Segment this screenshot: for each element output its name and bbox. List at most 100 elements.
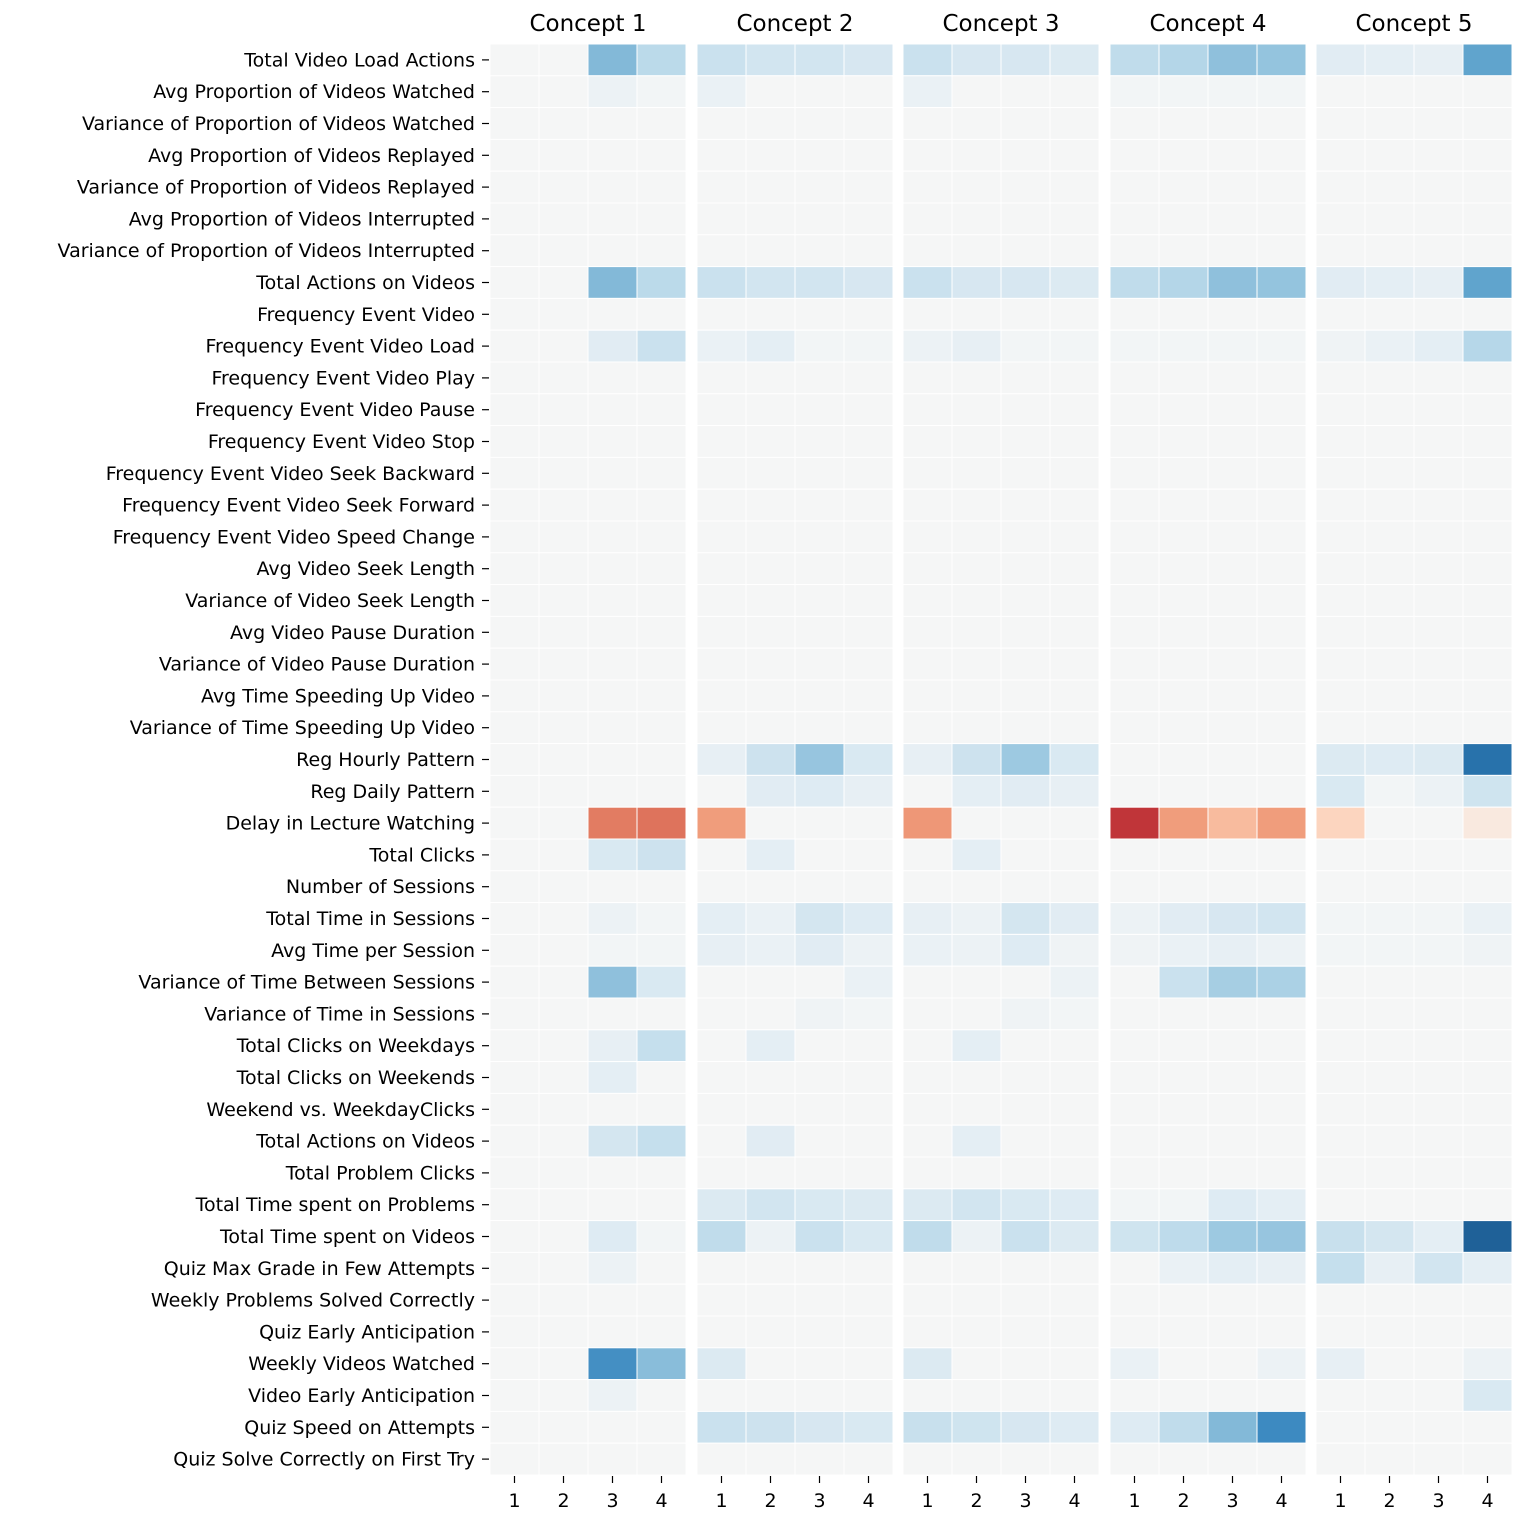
heatmap-cell bbox=[843, 679, 894, 713]
heatmap-cell bbox=[794, 647, 845, 681]
heatmap-cell bbox=[1109, 43, 1160, 77]
heatmap-cell bbox=[745, 933, 796, 967]
heatmap-cell bbox=[1049, 75, 1100, 109]
heatmap-cell bbox=[902, 1283, 953, 1317]
heatmap-cell bbox=[843, 1347, 894, 1381]
heatmap-cell bbox=[951, 1156, 1002, 1190]
heatmap-cell bbox=[636, 234, 687, 268]
heatmap-cell bbox=[1364, 870, 1415, 904]
heatmap-cell bbox=[951, 1124, 1002, 1158]
heatmap-cell bbox=[902, 1410, 953, 1444]
heatmap-cell bbox=[1158, 552, 1209, 586]
heatmap-cell bbox=[1315, 1410, 1366, 1444]
heatmap-cell bbox=[489, 520, 540, 554]
heatmap-cell bbox=[843, 1251, 894, 1285]
heatmap-cell bbox=[794, 965, 845, 999]
heatmap-cell bbox=[587, 679, 638, 713]
heatmap-cell bbox=[1462, 297, 1513, 331]
heatmap-cell bbox=[636, 1442, 687, 1476]
heatmap-cell bbox=[794, 679, 845, 713]
heatmap-cell bbox=[1315, 1188, 1366, 1222]
y-tick-label: Total Clicks bbox=[368, 844, 475, 866]
heatmap-cell bbox=[1109, 329, 1160, 363]
heatmap-cell bbox=[538, 266, 589, 299]
x-tick-label: 1 bbox=[1128, 1490, 1140, 1512]
heatmap-cell bbox=[1109, 1188, 1160, 1222]
heatmap-cell bbox=[902, 806, 953, 840]
heatmap-cell bbox=[1413, 743, 1464, 776]
heatmap-cell bbox=[794, 234, 845, 268]
heatmap-cell bbox=[1207, 1410, 1258, 1444]
heatmap-cell bbox=[587, 1061, 638, 1094]
heatmap-cell bbox=[843, 902, 894, 935]
heatmap-cell bbox=[587, 870, 638, 904]
heatmap-cell bbox=[1207, 1061, 1258, 1094]
y-tick-label: Avg Time per Session bbox=[271, 940, 475, 962]
heatmap-cell bbox=[538, 1347, 589, 1381]
y-tick-label: Avg Video Seek Length bbox=[256, 558, 475, 580]
heatmap-cell bbox=[538, 1029, 589, 1063]
heatmap-cell bbox=[1158, 1283, 1209, 1317]
heatmap-cell bbox=[538, 393, 589, 427]
heatmap-cell bbox=[587, 107, 638, 140]
heatmap-cell bbox=[745, 838, 796, 872]
heatmap-cell bbox=[587, 75, 638, 109]
heatmap-cell bbox=[902, 1442, 953, 1476]
heatmap-cell bbox=[696, 75, 747, 109]
heatmap-cell bbox=[1315, 965, 1366, 999]
heatmap-cell bbox=[1000, 1315, 1051, 1349]
x-tick-label: 2 bbox=[557, 1490, 569, 1512]
heatmap-cell bbox=[1109, 170, 1160, 204]
heatmap-cell bbox=[696, 997, 747, 1031]
heatmap-cell bbox=[587, 838, 638, 872]
heatmap-cell bbox=[951, 43, 1002, 77]
heatmap-cell bbox=[696, 1061, 747, 1094]
heatmap-cell bbox=[1049, 520, 1100, 554]
heatmap-cell bbox=[636, 297, 687, 331]
heatmap-cell bbox=[1364, 488, 1415, 522]
heatmap-cell bbox=[794, 1029, 845, 1063]
heatmap-cell bbox=[1207, 743, 1258, 776]
heatmap-cell bbox=[843, 1410, 894, 1444]
heatmap-cell bbox=[1000, 615, 1051, 649]
heatmap-cell bbox=[587, 965, 638, 999]
heatmap-cell bbox=[745, 806, 796, 840]
heatmap-cell bbox=[587, 743, 638, 776]
heatmap-cell bbox=[1158, 1061, 1209, 1094]
heatmap-cell bbox=[1364, 1220, 1415, 1253]
heatmap-cell bbox=[902, 361, 953, 395]
heatmap-cell bbox=[745, 297, 796, 331]
heatmap-cell bbox=[1109, 456, 1160, 490]
y-tick-label: Frequency Event Video Load bbox=[205, 336, 475, 358]
heatmap-cell bbox=[636, 774, 687, 808]
heatmap-cell bbox=[1364, 1092, 1415, 1126]
heatmap-cell bbox=[489, 933, 540, 967]
heatmap-cell bbox=[1207, 138, 1258, 172]
heatmap-cell bbox=[587, 1410, 638, 1444]
heatmap-cell bbox=[1364, 711, 1415, 745]
heatmap-cell bbox=[794, 393, 845, 427]
heatmap-cell bbox=[1256, 234, 1307, 268]
heatmap-cell bbox=[794, 870, 845, 904]
heatmap-cell bbox=[1462, 329, 1513, 363]
heatmap-cell bbox=[745, 711, 796, 745]
heatmap-cell bbox=[538, 488, 589, 522]
y-tick-label: Avg Time Speeding Up Video bbox=[201, 685, 475, 707]
heatmap-cell bbox=[794, 711, 845, 745]
heatmap-cell bbox=[1000, 520, 1051, 554]
heatmap-cell bbox=[1109, 1124, 1160, 1158]
heatmap-cell bbox=[843, 488, 894, 522]
heatmap-cell bbox=[1364, 552, 1415, 586]
y-tick-label: Frequency Event Video bbox=[257, 304, 475, 326]
heatmap-cell bbox=[696, 838, 747, 872]
y-tick-label: Total Actions on Videos bbox=[255, 272, 475, 294]
heatmap-cell bbox=[587, 1124, 638, 1158]
heatmap-cell bbox=[902, 297, 953, 331]
heatmap-cell bbox=[1049, 902, 1100, 935]
heatmap-cell bbox=[1256, 1220, 1307, 1253]
y-tick-label: Total Actions on Videos bbox=[255, 1131, 475, 1153]
x-tick-label: 3 bbox=[813, 1490, 825, 1512]
heatmap-cell bbox=[489, 679, 540, 713]
heatmap-cell bbox=[745, 584, 796, 617]
heatmap-cell bbox=[843, 361, 894, 395]
